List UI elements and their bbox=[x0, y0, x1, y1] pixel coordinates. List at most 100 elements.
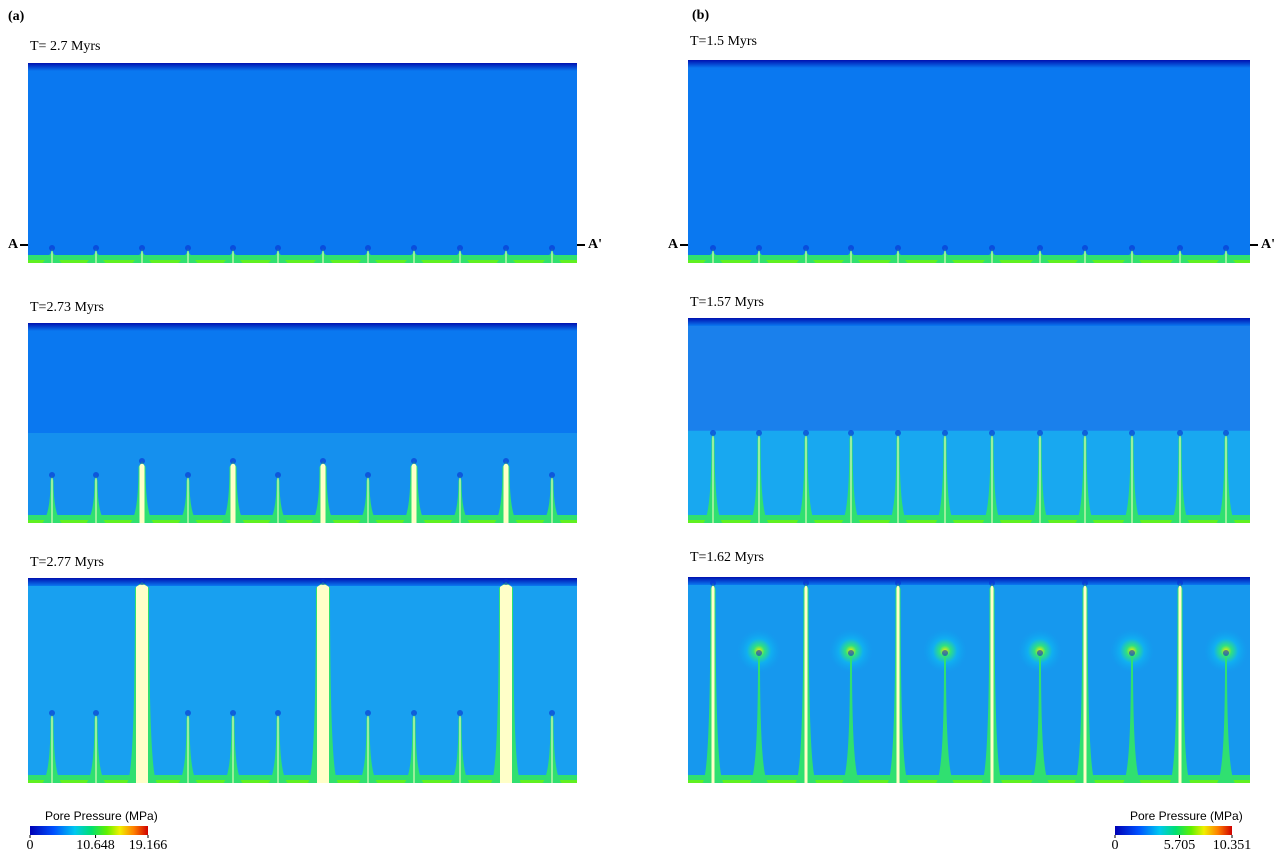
fracture-tip bbox=[365, 245, 371, 251]
fracture-tip bbox=[503, 458, 509, 464]
field-top bbox=[28, 63, 577, 71]
fracture bbox=[136, 585, 148, 784]
fracture bbox=[323, 251, 324, 264]
fracture bbox=[96, 716, 97, 784]
figure: (a)T= 2.7 MyrsAA'T=2.73 MyrsT=2.77 MyrsP… bbox=[0, 0, 1285, 855]
fracture-tip bbox=[1037, 245, 1043, 251]
fracture bbox=[321, 464, 326, 524]
fracture bbox=[368, 478, 369, 524]
fracture-tip bbox=[989, 580, 995, 586]
fracture-tip bbox=[803, 580, 809, 586]
fracture bbox=[759, 436, 760, 524]
fracture bbox=[412, 464, 417, 524]
fracture-tip bbox=[457, 472, 463, 478]
fracture-tip bbox=[1129, 430, 1135, 436]
fracture bbox=[805, 586, 808, 784]
fracture bbox=[317, 585, 329, 784]
field-body bbox=[28, 63, 577, 263]
fracture-tip bbox=[275, 710, 281, 716]
time-label: T=1.62 Myrs bbox=[690, 550, 764, 565]
fracture-tip bbox=[710, 245, 716, 251]
fracture-tip bbox=[942, 245, 948, 251]
fracture bbox=[231, 464, 236, 524]
fracture bbox=[233, 716, 234, 784]
fracture-tip bbox=[989, 245, 995, 251]
fracture-tip bbox=[320, 579, 326, 585]
fracture bbox=[552, 251, 553, 264]
fracture bbox=[142, 251, 143, 264]
fracture-tip bbox=[710, 580, 716, 586]
fracture bbox=[368, 251, 369, 264]
fracture-tip bbox=[549, 472, 555, 478]
section-end: A' bbox=[588, 237, 602, 252]
colorbar bbox=[30, 826, 148, 835]
colorbar-tick-label: 5.705 bbox=[1164, 838, 1196, 853]
fracture bbox=[414, 716, 415, 784]
fracture-tip bbox=[1129, 650, 1135, 656]
fracture bbox=[1040, 251, 1041, 264]
field-lower bbox=[28, 433, 577, 523]
colorbar-tick-label: 19.166 bbox=[129, 838, 168, 853]
fracture-tip bbox=[275, 245, 281, 251]
fracture-tip bbox=[49, 245, 55, 251]
fracture-tip bbox=[139, 245, 145, 251]
fracture bbox=[188, 478, 189, 524]
field-top bbox=[28, 578, 577, 586]
fracture bbox=[897, 586, 900, 784]
colorbar-title: Pore Pressure (MPa) bbox=[1130, 809, 1243, 823]
fracture-tip bbox=[365, 472, 371, 478]
section-start: A bbox=[8, 237, 19, 252]
fracture-tip bbox=[756, 430, 762, 436]
fracture-tip bbox=[756, 245, 762, 251]
panel-label: (a) bbox=[8, 9, 25, 24]
fracture-tip bbox=[230, 245, 236, 251]
fracture-tip bbox=[756, 650, 762, 656]
fracture bbox=[1084, 586, 1087, 784]
colorbar-tick-label: 0 bbox=[1112, 838, 1119, 853]
fracture bbox=[414, 251, 415, 264]
fracture-tip bbox=[365, 710, 371, 716]
fracture-tip bbox=[989, 430, 995, 436]
colorbar-tick-label: 0 bbox=[27, 838, 34, 853]
fracture-tip bbox=[1082, 430, 1088, 436]
fracture-tip bbox=[457, 245, 463, 251]
fracture-tip bbox=[320, 458, 326, 464]
fracture bbox=[1085, 251, 1086, 264]
field-base-edge bbox=[688, 780, 1250, 783]
fracture bbox=[188, 716, 189, 784]
fracture-tip bbox=[1223, 245, 1229, 251]
fracture-tip bbox=[411, 245, 417, 251]
fracture bbox=[1132, 251, 1133, 264]
fracture bbox=[1180, 436, 1181, 524]
fracture-tip bbox=[139, 579, 145, 585]
fracture-tip bbox=[848, 430, 854, 436]
fracture bbox=[504, 464, 509, 524]
section-start: A bbox=[668, 237, 679, 252]
fracture bbox=[368, 716, 369, 784]
fracture bbox=[278, 716, 279, 784]
fracture-tip bbox=[230, 458, 236, 464]
field-base-edge bbox=[688, 260, 1250, 263]
time-label: T=1.57 Myrs bbox=[690, 295, 764, 310]
fracture-tip bbox=[549, 710, 555, 716]
fracture bbox=[96, 251, 97, 264]
fracture bbox=[851, 251, 852, 264]
fracture bbox=[898, 251, 899, 264]
fracture bbox=[188, 251, 189, 264]
fracture-tip bbox=[1177, 245, 1183, 251]
fracture-tip bbox=[848, 245, 854, 251]
time-label: T= 2.7 Myrs bbox=[30, 39, 101, 54]
fracture bbox=[851, 436, 852, 524]
fracture bbox=[1085, 436, 1086, 524]
fracture bbox=[460, 251, 461, 264]
fracture bbox=[460, 478, 461, 524]
colorbar-tick-label: 10.648 bbox=[76, 838, 115, 853]
fracture-tip bbox=[895, 430, 901, 436]
fracture bbox=[991, 586, 994, 784]
fracture-tip bbox=[1129, 245, 1135, 251]
fracture bbox=[278, 251, 279, 264]
fracture-tip bbox=[942, 430, 948, 436]
fracture-tip bbox=[803, 430, 809, 436]
field-base-edge bbox=[688, 520, 1250, 523]
fracture-tip bbox=[230, 710, 236, 716]
